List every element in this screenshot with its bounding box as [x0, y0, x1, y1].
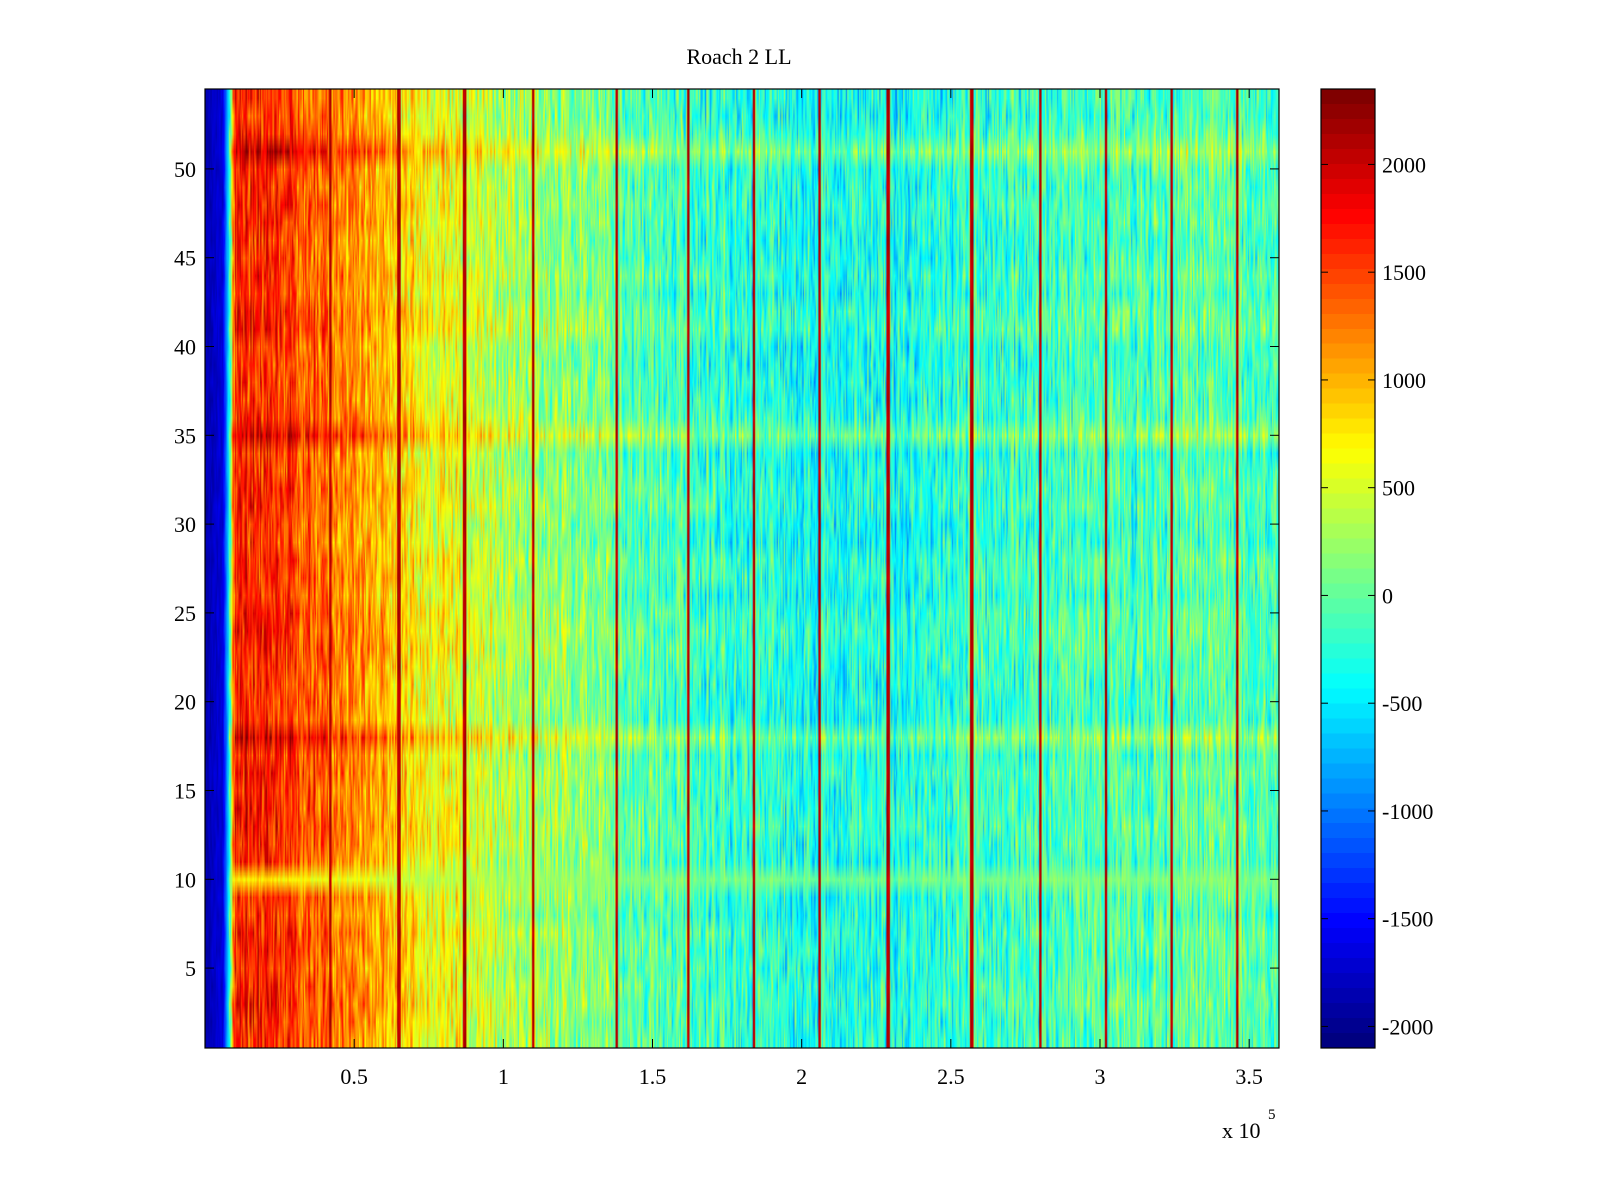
plot-frame — [204, 88, 1280, 1049]
x-exponent-power: 5 — [1268, 1107, 1276, 1123]
y-tick-label: 50 — [174, 157, 196, 182]
colorbar-gradient — [1321, 89, 1375, 1048]
x-exponent-label: x 10 — [1222, 1118, 1261, 1143]
colorbar-tick-label: 500 — [1382, 476, 1415, 501]
x-tick-label: 3.5 — [1235, 1064, 1263, 1089]
chart-title: Roach 2 LL — [686, 44, 791, 69]
colorbar-tick-label: -1500 — [1382, 907, 1433, 932]
x-tick-label: 1.5 — [639, 1064, 667, 1089]
colorbar-tick-label: 1500 — [1382, 260, 1426, 285]
x-tick-label: 0.5 — [340, 1064, 368, 1089]
colorbar-tick-label: 1000 — [1382, 368, 1426, 393]
y-tick-label: 30 — [174, 512, 196, 537]
y-tick-label: 45 — [174, 246, 196, 271]
colorbar-tick-label: 2000 — [1382, 152, 1426, 177]
y-tick-label: 5 — [185, 956, 196, 981]
heatmap-plot-area: 0.5 1 1.5 2 2.5 3 3.5 5 10 15 20 25 30 35 40 45 50 — [174, 88, 1280, 1089]
x-tick-label: 3 — [1095, 1064, 1106, 1089]
heatmap-image — [205, 89, 1279, 1048]
x-axis-ticks: 0.5 1 1.5 2 2.5 3 3.5 — [340, 89, 1263, 1089]
y-tick-label: 25 — [174, 601, 196, 626]
colorbar-tick-label: 0 — [1382, 583, 1393, 608]
colorbar-ticks: 2000 1500 1000 500 0 -500 -1000 -1500 -2000 — [1321, 152, 1433, 1039]
y-tick-label: 40 — [174, 335, 196, 360]
y-tick-label: 15 — [174, 778, 196, 803]
x-tick-label: 2.5 — [937, 1064, 965, 1089]
y-axis-ticks: 5 10 15 20 25 30 35 40 45 50 — [174, 157, 1279, 981]
colorbar-tick-label: -1000 — [1382, 799, 1433, 824]
y-tick-label: 20 — [174, 690, 196, 715]
colorbar-frame — [1320, 88, 1376, 1049]
colorbar-tick-label: -2000 — [1382, 1014, 1433, 1039]
y-tick-label: 10 — [174, 867, 196, 892]
y-tick-label: 35 — [174, 423, 196, 448]
x-exponent: x 10 5 — [1222, 1107, 1276, 1143]
x-tick-label: 1 — [498, 1064, 509, 1089]
x-tick-label: 2 — [796, 1064, 807, 1089]
colorbar: 2000 1500 1000 500 0 -500 -1000 -1500 -2000 — [1320, 88, 1433, 1049]
colorbar-tick-label: -500 — [1382, 691, 1422, 716]
